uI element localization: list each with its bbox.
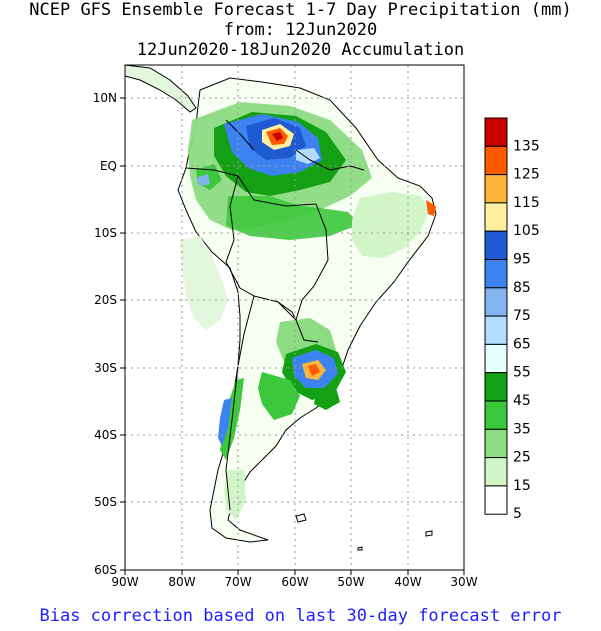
legend-swatch: [484, 287, 508, 317]
legend-swatch: [484, 145, 508, 176]
lon-label-90w: 90W: [111, 575, 138, 589]
legend-level-label: 35: [513, 421, 531, 437]
legend-swatch: [484, 428, 508, 459]
legend-swatch: [484, 117, 508, 147]
legend-swatch: [484, 343, 508, 374]
legend-swatch: [484, 259, 508, 289]
legend-swatch: [484, 485, 508, 515]
legend-level-label: 75: [513, 308, 531, 324]
islands: [295, 513, 433, 551]
lat-label-50s: 50S: [94, 495, 117, 509]
legend-level-label: 45: [513, 393, 531, 409]
precipitation-shading: [180, 102, 436, 520]
forecast-start-date: from: 12Jun2020: [223, 20, 378, 40]
legend-level-label: 65: [513, 336, 531, 352]
legend-swatch: [484, 400, 508, 430]
lat-label-30s: 30S: [94, 361, 117, 375]
lat-label-10s: 10S: [94, 226, 117, 240]
legend-level-label: 125: [513, 167, 540, 183]
lat-label-40s: 40S: [94, 428, 117, 442]
lat-label-20s: 20S: [94, 293, 117, 307]
legend-swatch: [484, 174, 508, 204]
bias-correction-note: Bias correction based on last 30-day for…: [39, 606, 562, 626]
legend-swatch: [484, 372, 508, 402]
lon-label-60w: 60W: [281, 575, 308, 589]
legend-level-label: 15: [513, 478, 531, 494]
lat-label-60s: 60S: [94, 563, 117, 577]
lon-label-80w: 80W: [168, 575, 195, 589]
legend-swatch: [484, 202, 508, 232]
legend-level-label: 55: [513, 365, 531, 381]
legend-swatch: [484, 315, 508, 345]
legend-level-label: 85: [513, 280, 531, 296]
lat-label-10n: 10N: [93, 91, 117, 105]
axis-ticks: [120, 97, 465, 575]
color-legend: 135 125 115 105 95 85 75 65 55 45 35 25 15 5: [484, 117, 540, 522]
legend-level-label: 95: [513, 252, 531, 268]
lat-label-eq: EQ: [100, 159, 117, 173]
legend-swatch: [484, 457, 508, 487]
legend-level-label: 105: [513, 223, 540, 239]
grid-lines: [125, 65, 464, 570]
legend-level-label: 25: [513, 450, 531, 466]
legend-level-label: 115: [513, 195, 540, 211]
legend-level-label: 5: [513, 506, 522, 522]
lon-label-30w: 30W: [450, 575, 477, 589]
lon-label-40w: 40W: [394, 575, 421, 589]
lon-label-50w: 50W: [337, 575, 364, 589]
lon-label-70w: 70W: [224, 575, 251, 589]
legend-level-label: 135: [513, 138, 540, 154]
legend-swatch: [484, 230, 508, 260]
country-borders: [185, 119, 365, 511]
map-title: NCEP GFS Ensemble Forecast 1-7 Day Preci…: [29, 0, 572, 20]
central-america: [124, 64, 197, 113]
accumulation-period: 12Jun2020-18Jun2020 Accumulation: [136, 40, 465, 60]
